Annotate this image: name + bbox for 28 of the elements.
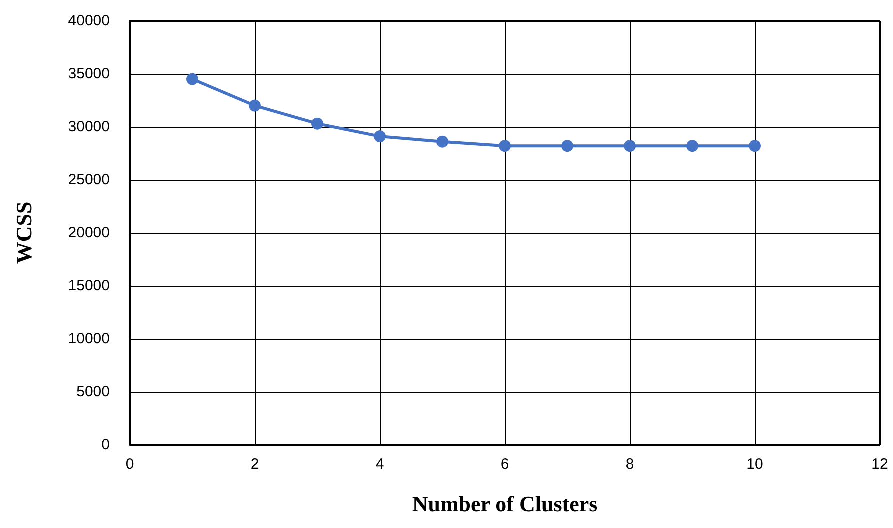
y-tick-label: 25000 xyxy=(68,172,110,188)
x-tick-label: 8 xyxy=(626,456,634,473)
point xyxy=(249,100,261,112)
x-tick-label: 2 xyxy=(250,456,260,473)
y-tick-label: 40000 xyxy=(68,12,110,30)
point xyxy=(749,140,761,152)
y-tick-label: 30000 xyxy=(68,118,110,136)
y-axis-title: WCSS xyxy=(12,202,36,264)
y-tick-label: 15000 xyxy=(68,278,110,294)
x-tick-label: 12 xyxy=(872,456,888,473)
x-tick-label: 6 xyxy=(500,456,510,473)
x-axis-title: Number of Clusters xyxy=(412,492,598,516)
y-tick-label: 5000 xyxy=(76,384,110,400)
y-tick-label: 20000 xyxy=(68,224,110,242)
point xyxy=(624,140,636,152)
point xyxy=(562,140,574,152)
point xyxy=(436,136,448,148)
point xyxy=(312,118,324,130)
y-tick-label: 35000 xyxy=(68,66,110,82)
point xyxy=(686,140,698,152)
y-tick-label: 10000 xyxy=(68,330,110,348)
point xyxy=(186,73,198,86)
point xyxy=(499,140,511,152)
x-tick-label: 10 xyxy=(746,456,764,473)
y-tick-label: 0 xyxy=(102,436,110,454)
point xyxy=(374,130,386,143)
x-tick-label: 0 xyxy=(126,456,134,473)
x-tick-label: 4 xyxy=(376,456,384,473)
